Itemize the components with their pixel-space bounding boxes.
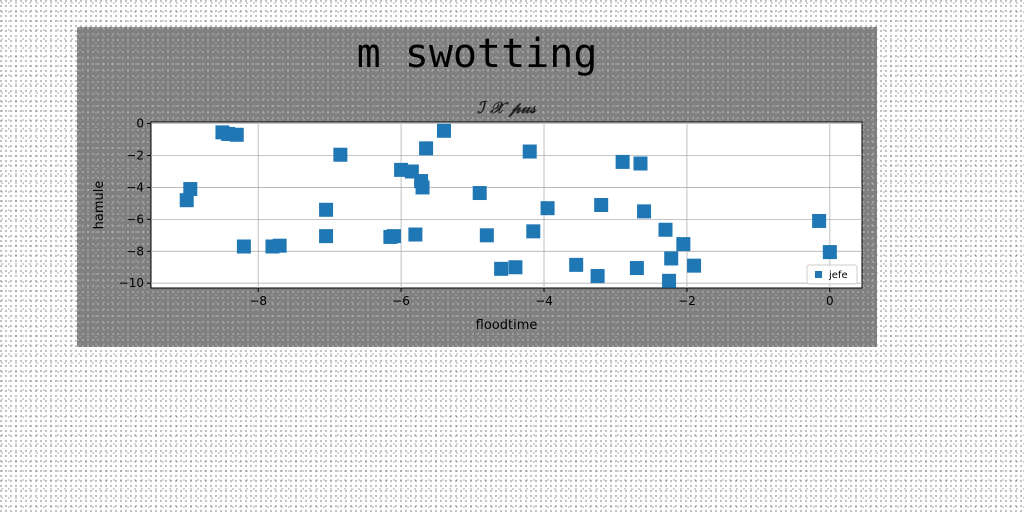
x-tick-label: −6 xyxy=(392,294,410,308)
data-point xyxy=(415,180,430,195)
data-point xyxy=(615,154,630,169)
legend-marker xyxy=(815,271,822,278)
data-point xyxy=(662,273,677,288)
data-point xyxy=(687,258,702,273)
y-tick-label: −4 xyxy=(126,180,144,194)
y-axis-label: hamule xyxy=(92,181,107,230)
data-point xyxy=(633,156,648,171)
data-point xyxy=(472,186,487,201)
data-point xyxy=(419,141,434,156)
data-point xyxy=(229,127,244,142)
data-point xyxy=(629,261,644,276)
data-point xyxy=(637,204,652,219)
data-point xyxy=(479,228,494,243)
data-point xyxy=(569,257,584,272)
axes-title: ℐ 𝒳 𝓅𝓊𝓈 xyxy=(477,98,537,117)
legend: jefe xyxy=(806,264,858,285)
plot-area xyxy=(150,121,863,289)
data-point xyxy=(333,147,348,162)
y-tick-label: −8 xyxy=(126,244,144,258)
data-point xyxy=(590,269,605,284)
data-point xyxy=(183,182,198,197)
data-point xyxy=(822,245,837,260)
data-point xyxy=(386,229,401,244)
x-tick-label: −8 xyxy=(249,294,267,308)
data-point xyxy=(236,239,251,254)
data-point xyxy=(494,261,509,276)
legend-label: jefe xyxy=(828,270,848,281)
data-point xyxy=(179,193,194,208)
figure-title: m swotting xyxy=(356,31,598,77)
data-point xyxy=(676,237,691,252)
data-point xyxy=(658,222,673,237)
scatter-chart: −8 −6 −4 −2 00−2−4−6−8−10 ℐ 𝒳 𝓅𝓊𝓈 floodtime … xyxy=(92,98,863,333)
data-point xyxy=(664,251,679,266)
data-point xyxy=(540,201,555,216)
x-tick-label: 0 xyxy=(826,294,834,308)
data-point xyxy=(812,213,827,228)
data-point xyxy=(319,202,334,217)
data-point xyxy=(522,144,537,159)
y-tick-label: −6 xyxy=(126,212,144,226)
axis-ticks: −8 −6 −4 −2 0 0 −2 −4 −6 −8 −10 xyxy=(119,117,834,308)
legend-box xyxy=(806,264,858,285)
y-tick-label: 0 xyxy=(136,117,144,131)
data-point xyxy=(319,229,334,244)
y-tick-label: −10 xyxy=(119,276,144,290)
y-tick-label: −2 xyxy=(126,149,144,163)
data-point xyxy=(526,224,541,239)
data-point xyxy=(594,198,609,212)
data-point xyxy=(508,260,523,275)
figure-panel: m swotting −8 −6 −4 −2 0 0 −2 −4 −6 −8 −10 ℐ 𝒳 𝓅𝓊𝓈… xyxy=(77,27,877,347)
data-point xyxy=(272,238,287,253)
data-points xyxy=(179,123,837,288)
x-axis-label: floodtime xyxy=(476,318,538,333)
x-tick-label: −2 xyxy=(678,294,696,308)
data-point xyxy=(436,123,451,138)
x-tick-label: −4 xyxy=(535,294,553,308)
data-point xyxy=(394,162,409,177)
data-point xyxy=(408,227,423,242)
